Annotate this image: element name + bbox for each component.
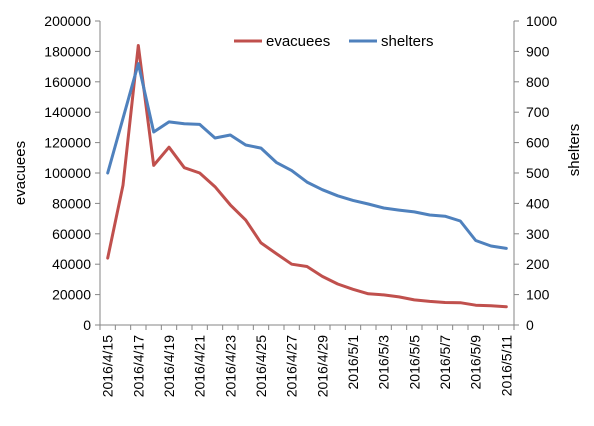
right-tick-label: 900 — [526, 43, 550, 59]
left-tick-label: 180000 — [44, 43, 91, 59]
left-axis-title: evacuees — [12, 141, 29, 205]
series-line-shelters — [106, 62, 508, 250]
right-tick-label: 200 — [526, 256, 550, 272]
series-layer — [106, 44, 508, 309]
plot-area — [99, 21, 515, 326]
x-tick-label: 2016/4/23 — [222, 335, 238, 397]
x-tick-label: 2016/4/29 — [314, 335, 330, 397]
right-tick-label: 0 — [526, 317, 534, 333]
legend-shelters-label: shelters — [381, 33, 434, 50]
legend: evacuees shelters — [234, 33, 434, 50]
left-tick-label: 60000 — [52, 226, 91, 242]
series-line-evacuees — [106, 44, 508, 309]
x-tick-label: 2016/5/3 — [376, 335, 392, 390]
right-tick-label: 1000 — [526, 13, 557, 29]
right-tick-label: 300 — [526, 226, 550, 242]
left-tick-label: 100000 — [44, 165, 91, 181]
left-tick-label: 120000 — [44, 135, 91, 151]
x-tick-label: 2016/5/5 — [406, 335, 422, 390]
left-axis-ticks: 0 20000 40000 60000 80000 100000 120000 140000 1… — [44, 13, 100, 333]
right-tick-label: 700 — [526, 104, 550, 120]
x-axis-ticks: 2016/4/15 2016/4/17 2016/4/19 2016/4/21 2016… — [99, 325, 515, 397]
x-tick-label: 2016/5/9 — [468, 335, 484, 390]
right-tick-label: 600 — [526, 135, 550, 151]
left-tick-label: 80000 — [52, 195, 91, 211]
x-tick-label: 2016/4/27 — [284, 335, 300, 397]
left-tick-label: 20000 — [52, 287, 91, 303]
x-tick-label: 2016/4/19 — [161, 335, 177, 397]
x-tick-label: 2016/4/25 — [253, 335, 269, 397]
right-axis-title: shelters — [566, 124, 583, 177]
right-tick-label: 500 — [526, 165, 550, 181]
legend-evacuees-label: evacuees — [266, 33, 330, 50]
left-tick-label: 140000 — [44, 104, 91, 120]
x-tick-label: 2016/5/7 — [437, 335, 453, 390]
right-axis-ticks: 0 100 200 300 400 500 600 700 800 900 1000 — [514, 13, 557, 333]
left-tick-label: 160000 — [44, 74, 91, 90]
right-tick-label: 100 — [526, 287, 550, 303]
right-tick-label: 400 — [526, 195, 550, 211]
x-tick-label: 2016/4/15 — [100, 335, 116, 397]
left-tick-label: 40000 — [52, 256, 91, 272]
x-tick-label: 2016/4/21 — [192, 335, 208, 397]
left-tick-label: 0 — [83, 317, 91, 333]
x-tick-label: 2016/5/11 — [498, 335, 514, 396]
x-tick-label: 2016/4/17 — [130, 335, 146, 397]
right-tick-label: 800 — [526, 74, 550, 90]
left-tick-label: 200000 — [44, 13, 91, 29]
x-tick-label: 2016/5/1 — [345, 335, 361, 390]
